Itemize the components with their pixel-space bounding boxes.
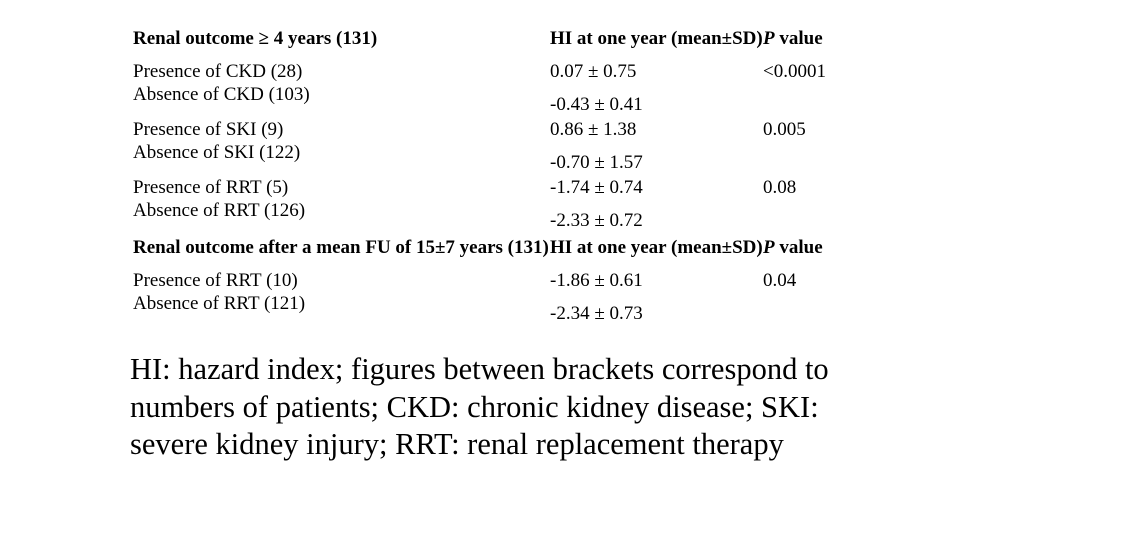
section2-pvalue-header: P value <box>763 236 826 259</box>
hi-value: 0.07 ± 0.75 <box>550 61 637 82</box>
outcome-label-cell: Presence of RRT (5) Absence of RRT (126) <box>133 176 550 232</box>
row-label: Absence of RRT (126) <box>133 200 306 221</box>
hi-value: -1.86 ± 0.61 <box>550 270 643 291</box>
section2-hi-header: HI at one year (mean±SD) <box>550 237 763 258</box>
hi-value: -2.34 ± 0.73 <box>550 303 643 324</box>
hi-value: -1.74 ± 0.74 <box>550 177 643 198</box>
p-value: 0.04 <box>763 270 797 291</box>
outcome-label-cell: Presence of RRT (10) Absence of RRT (121… <box>133 269 550 325</box>
pvalue-header-value: value <box>774 237 823 258</box>
hi-value-cell: 0.86 ± 1.38 -0.70 ± 1.57 <box>550 118 763 174</box>
footnote-line: numbers of patients; CKD: chronic kidney… <box>130 389 819 424</box>
abbreviations-footnote: HI: hazard index; figures between bracke… <box>130 351 829 464</box>
hi-value-cell: 0.07 ± 0.75 -0.43 ± 0.41 <box>550 60 763 116</box>
pvalue-header-p: P <box>763 237 775 258</box>
hi-value-cell: -1.74 ± 0.74 -2.33 ± 0.72 <box>550 176 763 232</box>
section2-outcome-header: Renal outcome after a mean FU of 15±7 ye… <box>133 237 549 258</box>
p-value: 0.005 <box>763 119 806 140</box>
table-section2-header-row: Renal outcome after a mean FU of 15±7 ye… <box>133 236 826 259</box>
row-label: Absence of RRT (121) <box>133 293 306 314</box>
row-label: Absence of SKI (122) <box>133 142 301 163</box>
section1-hi-header: HI at one year (mean±SD) <box>550 28 763 49</box>
row-label: Presence of RRT (5) <box>133 177 289 198</box>
pvalue-header-value: value <box>774 28 823 49</box>
table-row-rrt: Presence of RRT (5) Absence of RRT (126)… <box>133 176 826 232</box>
hi-value: -0.43 ± 0.41 <box>550 94 643 115</box>
hi-value: -2.33 ± 0.72 <box>550 210 643 231</box>
row-label: Presence of SKI (9) <box>133 119 284 140</box>
row-label: Absence of CKD (103) <box>133 84 310 105</box>
table-row-ski: Presence of SKI (9) Absence of SKI (122)… <box>133 118 826 174</box>
row-label: Presence of CKD (28) <box>133 61 303 82</box>
row-label: Presence of RRT (10) <box>133 270 298 291</box>
p-value: <0.0001 <box>763 61 826 82</box>
section1-outcome-header: Renal outcome ≥ 4 years (131) <box>133 28 378 49</box>
outcome-label-cell: Presence of CKD (28) Absence of CKD (103… <box>133 60 550 116</box>
hi-value: -0.70 ± 1.57 <box>550 152 643 173</box>
outcome-label-cell: Presence of SKI (9) Absence of SKI (122) <box>133 118 550 174</box>
table-row-ckd: Presence of CKD (28) Absence of CKD (103… <box>133 60 826 116</box>
hi-value: 0.86 ± 1.38 <box>550 119 637 140</box>
footnote-line: severe kidney injury; RRT: renal replace… <box>130 427 784 461</box>
table-row-rrt-longterm: Presence of RRT (10) Absence of RRT (121… <box>133 269 826 325</box>
p-value: 0.08 <box>763 177 797 198</box>
renal-outcome-table: Renal outcome ≥ 4 years (131) HI at one … <box>133 27 826 327</box>
footnote-line: HI: hazard index; figures between bracke… <box>130 352 829 386</box>
hi-value-cell: -1.86 ± 0.61 -2.34 ± 0.73 <box>550 269 763 325</box>
section1-pvalue-header: P value <box>763 27 826 50</box>
table-section1-header-row: Renal outcome ≥ 4 years (131) HI at one … <box>133 27 826 50</box>
pvalue-header-p: P <box>763 28 775 49</box>
